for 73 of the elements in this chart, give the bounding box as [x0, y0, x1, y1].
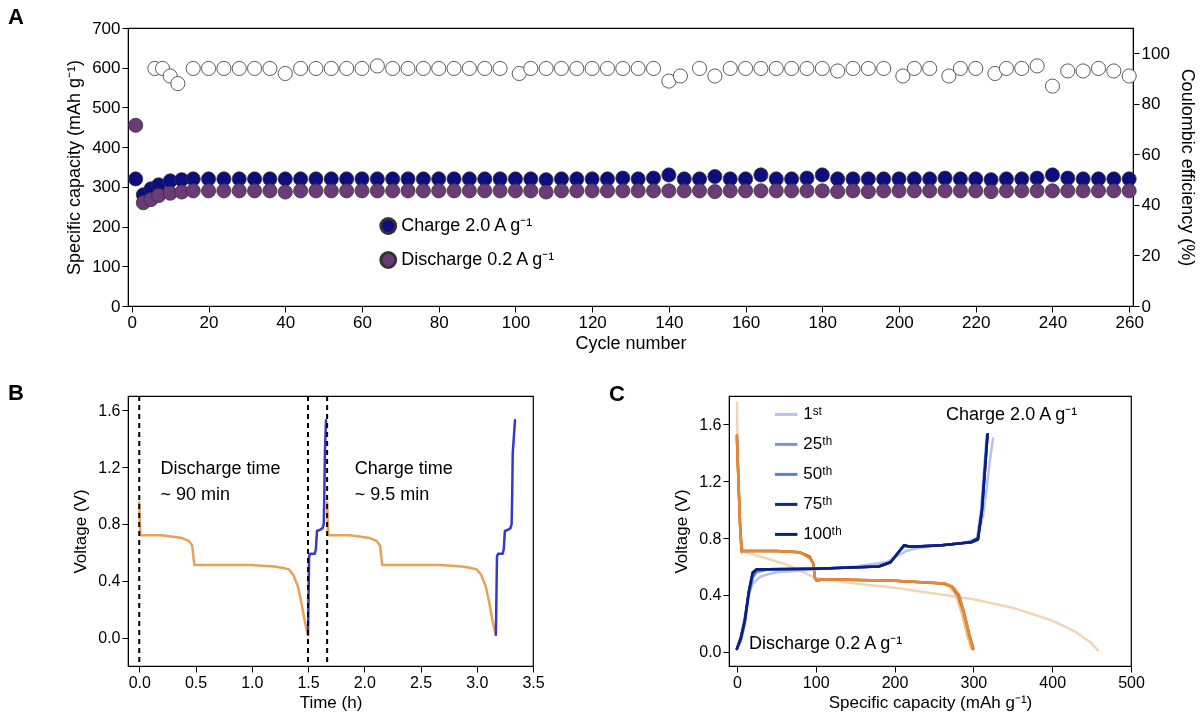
- y2-tick-label: 20: [1141, 245, 1161, 265]
- legend-label: 1ˢᵗ: [803, 404, 823, 424]
- y-tick-label: 1.2: [98, 458, 121, 476]
- annotation: Charge 2.0 A g⁻¹: [946, 403, 1078, 424]
- x-tick-label: 80: [429, 312, 449, 332]
- chart-title: A: [8, 4, 24, 29]
- y-tick-label: 1.2: [699, 472, 722, 490]
- y-tick-label: 1.6: [699, 415, 722, 433]
- annotation: Discharge 0.2 A g⁻¹: [749, 633, 903, 654]
- x-tick-label: 100: [501, 312, 531, 332]
- x-axis-title: Time (h): [299, 692, 363, 712]
- x-tick-label: 200: [881, 673, 909, 691]
- y2-tick-label: 80: [1141, 94, 1161, 114]
- y2-tick-label: 0: [1141, 296, 1151, 316]
- x-tick-label: 240: [1038, 312, 1068, 332]
- y-tick-label: 0.8: [699, 529, 722, 547]
- y-tick-label: 200: [92, 217, 121, 237]
- x-tick-label: 400: [1039, 673, 1067, 691]
- chart-title: B: [8, 380, 24, 405]
- y-tick-label: 700: [92, 18, 121, 38]
- y-tick-label: 0.4: [699, 586, 722, 604]
- x-tick-label: 180: [808, 312, 837, 332]
- y-tick-label: 0.8: [98, 515, 121, 533]
- y-tick-label: 400: [92, 137, 121, 157]
- x-tick-label: 1.0: [241, 673, 264, 691]
- y2-tick-label: 40: [1141, 195, 1161, 215]
- x-tick-label: 0.5: [184, 673, 208, 691]
- x-tick-label: 500: [1118, 673, 1145, 691]
- x-tick-label: 120: [578, 312, 607, 332]
- x-tick-label: 3.0: [466, 673, 489, 691]
- annotation: Discharge time ~ 90 min: [160, 457, 281, 504]
- x-tick-label: 160: [731, 312, 761, 332]
- y-tick-label: 1.6: [98, 401, 121, 419]
- x-tick-label: 40: [276, 312, 296, 332]
- x-tick-label: 200: [885, 312, 914, 332]
- x-tick-label: 0: [127, 312, 138, 332]
- x-tick-label: 2.0: [353, 673, 376, 691]
- y-axis-title: Voltage (V): [71, 489, 91, 574]
- legend-label: 25ᵗʰ: [803, 434, 833, 454]
- y-tick-label: 0.0: [98, 629, 121, 647]
- x-tick-label: 3.5: [522, 673, 545, 691]
- x-tick-label: 2.5: [409, 673, 433, 691]
- y-tick-label: 0.0: [699, 643, 722, 661]
- legend-label: 75ᵗʰ: [803, 494, 833, 514]
- y2-axis-title: Coulombic efficiency (%): [1177, 68, 1198, 267]
- y2-tick-label: 100: [1141, 43, 1170, 63]
- legend-label: 50ᵗʰ: [803, 464, 833, 484]
- x-tick-label: 300: [960, 673, 988, 691]
- y-tick-label: 100: [92, 256, 121, 276]
- x-tick-label: 60: [353, 312, 372, 332]
- x-tick-label: 220: [962, 312, 991, 332]
- x-tick-label: 260: [1115, 312, 1144, 332]
- y-tick-label: 0: [111, 296, 121, 316]
- y-tick-label: 600: [92, 58, 121, 78]
- y-axis-title: Specific capacity (mAh g⁻¹): [64, 59, 85, 276]
- chart-title: C: [609, 381, 625, 406]
- y-tick-label: 0.4: [98, 572, 121, 590]
- legend-label: Discharge 0.2 A g⁻¹: [401, 249, 555, 270]
- x-tick-label: 1.5: [297, 673, 320, 691]
- annotation: Charge time ~ 9.5 min: [354, 457, 453, 504]
- x-tick-label: 140: [655, 312, 684, 332]
- x-tick-label: 0.0: [128, 673, 151, 691]
- x-axis-title: Cycle number: [575, 332, 687, 353]
- x-tick-label: 100: [802, 673, 830, 691]
- y-axis-title: Voltage (V): [672, 489, 692, 574]
- legend-label: Charge 2.0 A g⁻¹: [401, 215, 533, 236]
- x-tick-label: 20: [199, 312, 219, 332]
- x-tick-label: 0: [732, 673, 742, 691]
- legend-label: 100ᵗʰ: [803, 524, 842, 544]
- x-axis-title: Specific capacity (mAh g⁻¹): [828, 692, 1033, 712]
- y2-tick-label: 60: [1141, 144, 1161, 164]
- y-tick-label: 500: [92, 97, 121, 117]
- y-tick-label: 300: [92, 177, 121, 197]
